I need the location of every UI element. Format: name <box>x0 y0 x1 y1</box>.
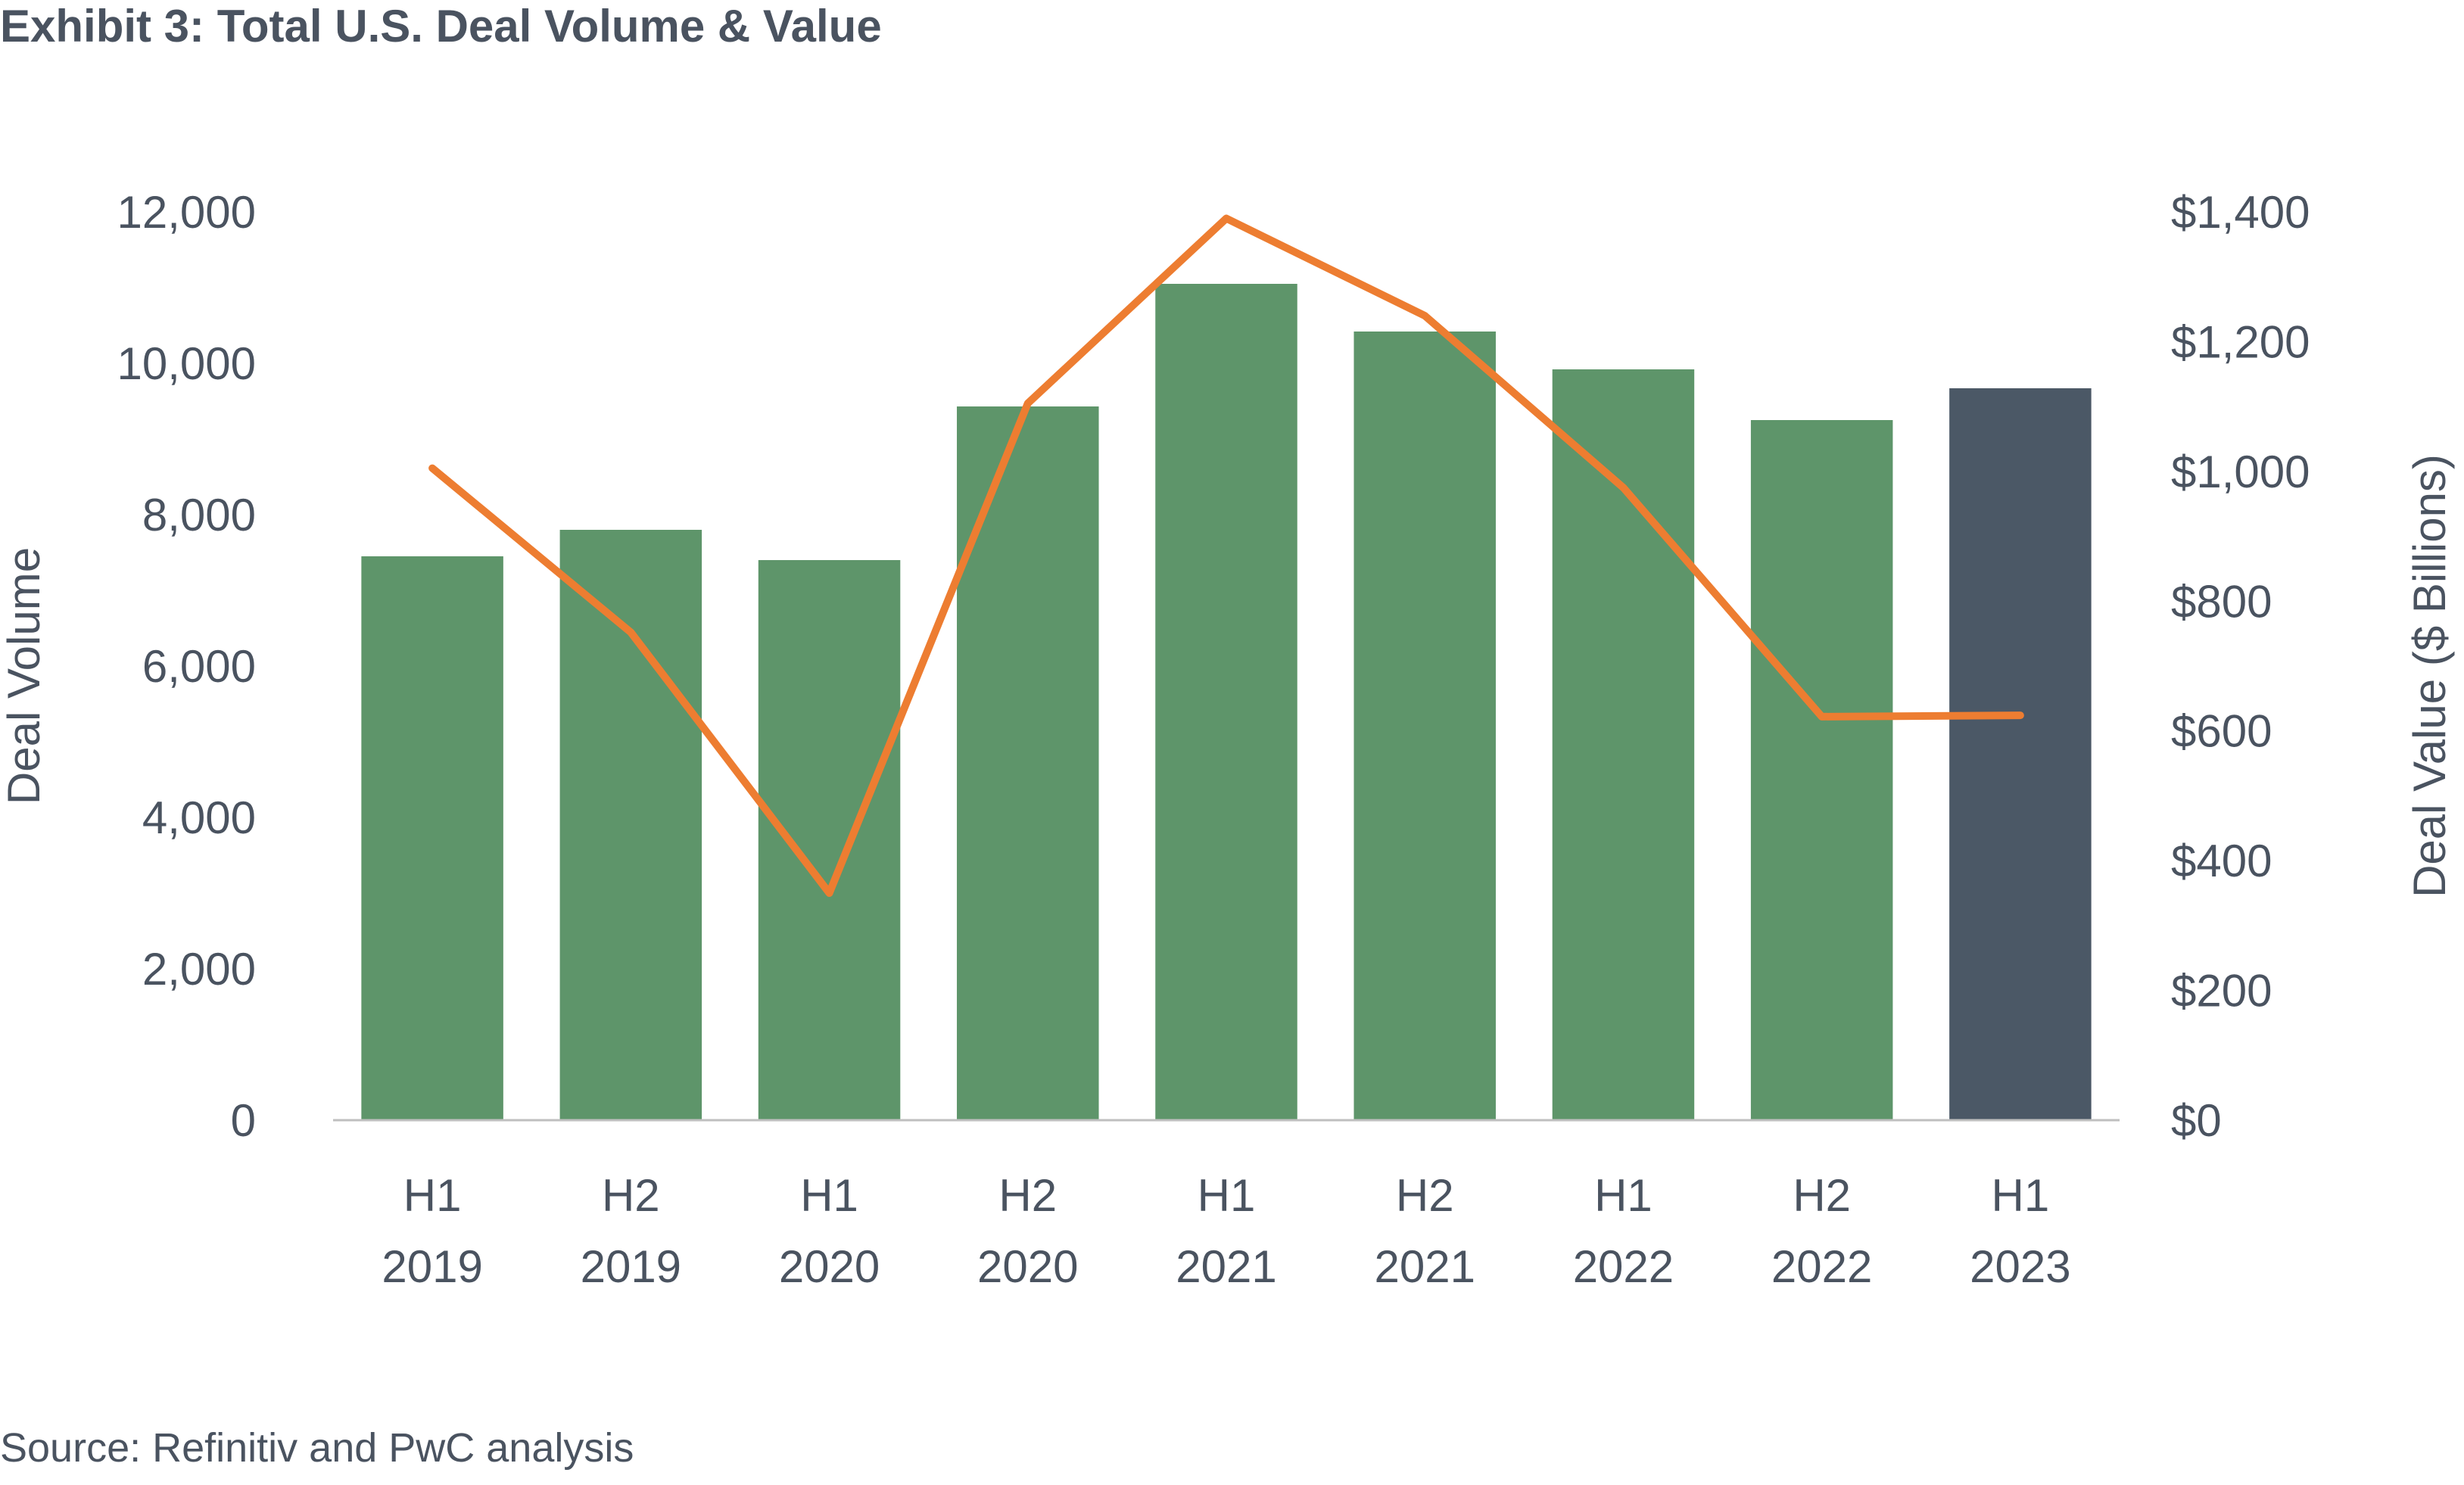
chart-title: Exhibit 3: Total U.S. Deal Volume & Valu… <box>0 1 882 51</box>
volume-bar <box>1750 420 1893 1120</box>
volume-bar <box>1353 332 1496 1120</box>
category-label: H1 2022 <box>1573 1170 1674 1292</box>
category-label: H2 2021 <box>1374 1170 1475 1292</box>
x-axis-categories: H1 2019 H2 2019 H1 2020 H2 2020 H1 2021 H2 2021 H1 20… <box>382 1170 2070 1292</box>
volume-bar <box>1155 284 1297 1120</box>
deal-value-line <box>428 214 2024 897</box>
right-tick-label: $1,000 <box>2171 447 2310 497</box>
volume-bar <box>559 530 702 1120</box>
left-tick-label: 10,000 <box>117 338 256 389</box>
right-tick-label: $800 <box>2171 576 2272 627</box>
right-axis-ticks: $0 $200 $400 $600 $800 $1,000 $1,200 $1,400 <box>2171 187 2310 1146</box>
volume-bars <box>361 284 2092 1120</box>
right-tick-label: $1,200 <box>2171 316 2310 367</box>
volume-bar <box>1552 369 1695 1120</box>
left-tick-label: 2,000 <box>142 944 256 995</box>
volume-bar <box>361 556 503 1120</box>
right-tick-label: $200 <box>2171 966 2272 1016</box>
volume-bar <box>957 406 1099 1120</box>
category-label: H2 2020 <box>977 1170 1078 1292</box>
category-label: H1 2019 <box>382 1170 482 1292</box>
left-tick-label: 4,000 <box>142 792 256 843</box>
right-tick-label: $1,400 <box>2171 187 2310 238</box>
right-axis-title: Deal Value ($ Billions) <box>2404 454 2455 898</box>
category-label: H2 2022 <box>1771 1170 1872 1292</box>
volume-bar <box>758 560 901 1120</box>
category-label: H1 2020 <box>779 1170 880 1292</box>
right-tick-label: $0 <box>2171 1095 2222 1146</box>
left-tick-label: 6,000 <box>142 641 256 692</box>
right-tick-label: $400 <box>2171 836 2272 886</box>
category-label: H2 2019 <box>581 1170 681 1292</box>
left-axis-title: Deal Volume <box>0 547 49 805</box>
right-tick-label: $600 <box>2171 706 2272 757</box>
left-axis-ticks: 0 2,000 4,000 6,000 8,000 10,000 12,000 <box>117 187 256 1146</box>
source-note: Source: Refinitiv and PwC analysis <box>0 1425 634 1471</box>
left-tick-label: 12,000 <box>117 187 256 238</box>
category-label: H1 2021 <box>1176 1170 1276 1292</box>
left-tick-label: 0 <box>231 1095 256 1146</box>
left-tick-label: 8,000 <box>142 490 256 540</box>
category-label: H1 2023 <box>1970 1170 2070 1292</box>
volume-bar <box>1949 388 2092 1120</box>
